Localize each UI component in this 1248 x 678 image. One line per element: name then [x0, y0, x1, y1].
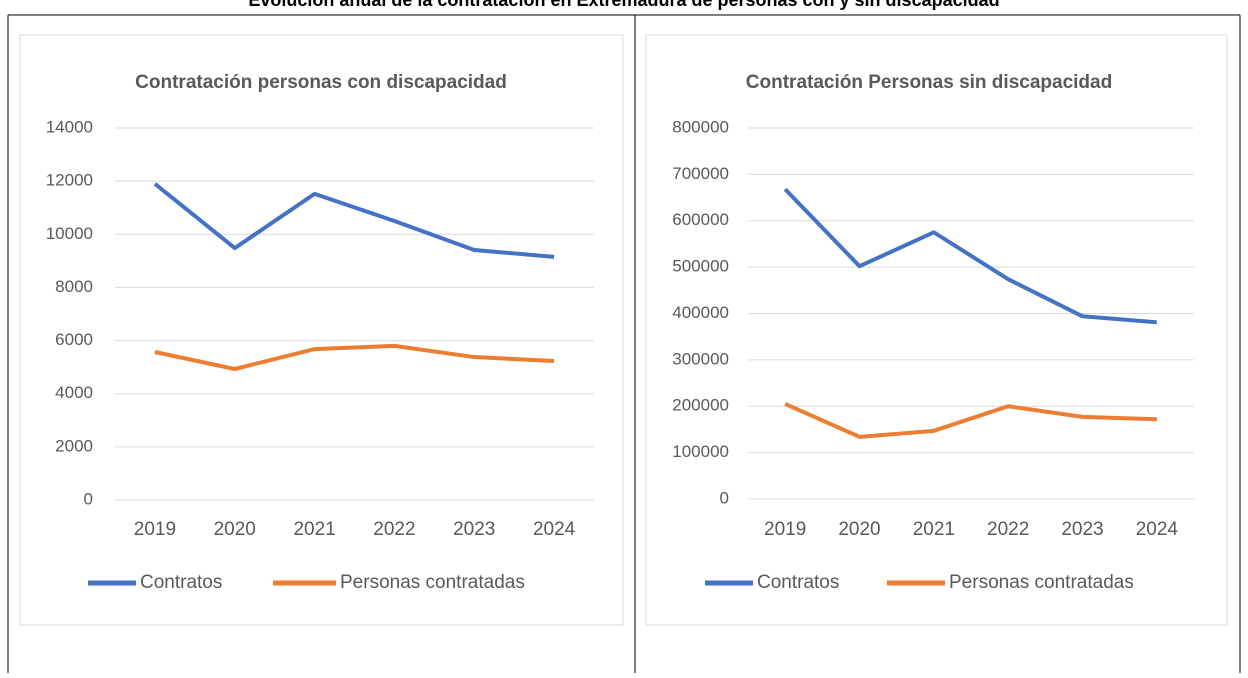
- y-tick-label: 12000: [46, 171, 93, 190]
- x-tick-label: 2021: [913, 519, 955, 540]
- series-line: [154, 343, 555, 372]
- legend-label: Contratos: [757, 572, 839, 593]
- x-tick-label: 2024: [533, 519, 576, 540]
- y-tick-label: 200000: [672, 396, 729, 415]
- y-tick-label: 0: [720, 488, 729, 507]
- series-line: [153, 182, 555, 259]
- x-tick-label: 2023: [1061, 519, 1103, 540]
- y-tick-label: 8000: [55, 277, 93, 296]
- x-tick-label: 2022: [373, 519, 415, 540]
- y-tick-label: 100000: [672, 442, 729, 461]
- legend-label: Personas contratadas: [949, 572, 1134, 593]
- x-tick-label: 2019: [134, 519, 176, 540]
- chart-frame: [19, 34, 624, 626]
- x-tick-label: 2020: [838, 519, 880, 540]
- legend-label: Personas contratadas: [340, 572, 525, 593]
- series-line: [783, 187, 1157, 325]
- y-tick-label: 500000: [672, 257, 729, 276]
- x-tick-label: 2021: [293, 519, 335, 540]
- chart-frame: [645, 34, 1228, 626]
- x-tick-label: 2023: [453, 519, 495, 540]
- y-tick-label: 0: [84, 489, 93, 508]
- y-tick-label: 800000: [672, 117, 729, 136]
- y-tick-label: 300000: [672, 349, 729, 368]
- page-title: Evolución anual de la contratación en Ex…: [248, 0, 999, 10]
- y-tick-label: 4000: [55, 383, 93, 402]
- y-tick-label: 2000: [55, 436, 93, 455]
- x-tick-label: 2024: [1136, 519, 1179, 540]
- x-tick-label: 2022: [987, 519, 1029, 540]
- x-tick-label: 2020: [214, 519, 256, 540]
- x-tick-label: 2019: [764, 519, 806, 540]
- y-tick-label: 700000: [672, 164, 729, 183]
- chart-title: Contratación personas con discapacidad: [135, 72, 507, 93]
- legend-label: Contratos: [140, 572, 222, 593]
- y-tick-label: 400000: [672, 303, 729, 322]
- series-line: [784, 402, 1157, 439]
- y-tick-label: 6000: [55, 330, 93, 349]
- chart-title: Contratación Personas sin discapacidad: [746, 72, 1112, 93]
- y-tick-label: 14000: [46, 117, 93, 136]
- y-tick-label: 10000: [46, 224, 93, 243]
- y-tick-label: 600000: [672, 210, 729, 229]
